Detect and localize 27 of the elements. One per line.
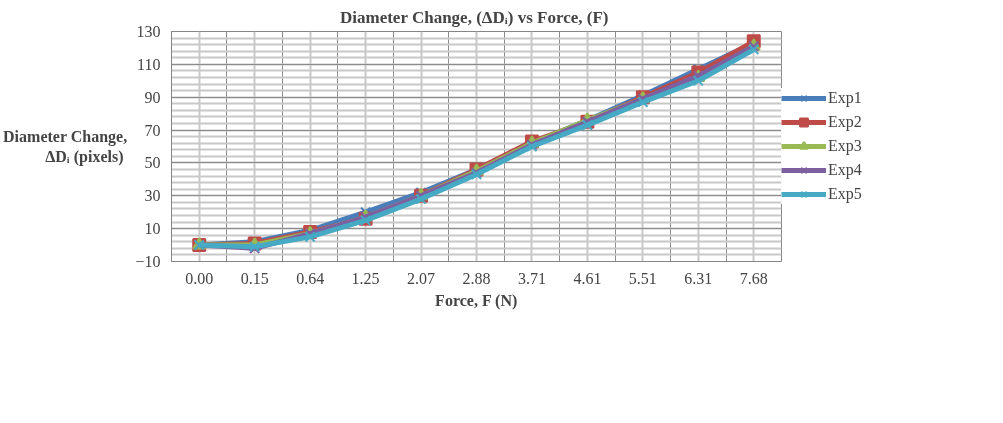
x-axis-title: Force, F (N) [435, 291, 518, 310]
x-tick-label: 2.07 [407, 269, 436, 287]
y-tick-label: 90 [144, 88, 161, 106]
x-tick-label: 0.64 [296, 269, 325, 287]
legend-label: Exp3 [828, 137, 863, 155]
x-tick-label: 5.51 [628, 269, 657, 287]
x-tick-label: 2.88 [462, 269, 491, 287]
x-tick-label: 0.15 [240, 269, 269, 287]
legend-label: Exp2 [828, 113, 863, 131]
chart-title: Diameter Change, (ΔDᵢ) vs Force, (F) [340, 7, 609, 27]
y-tick-label: −10 [135, 253, 161, 270]
x-tick-label: 3.71 [517, 269, 546, 287]
legend-label: Exp4 [828, 161, 863, 179]
y-tick-label: 50 [144, 154, 161, 172]
x-tick-label: 6.31 [684, 269, 713, 287]
x-tick-label: 7.68 [739, 269, 768, 287]
y-tick-label: 130 [136, 23, 161, 40]
y-tick-label: 110 [137, 55, 161, 73]
x-tick-label: 1.25 [351, 269, 380, 287]
y-tick-label: 70 [144, 121, 161, 139]
x-tick-label: 0.00 [185, 269, 214, 287]
y-tick-label: 30 [144, 187, 161, 205]
x-tick-label: 4.61 [573, 269, 602, 287]
legend-label: Exp5 [828, 185, 863, 203]
y-axis-title: Diameter Change, ΔDᵢ (pixels) [3, 127, 128, 167]
y-tick-label: 10 [144, 220, 161, 238]
legend-label: Exp1 [828, 89, 863, 107]
